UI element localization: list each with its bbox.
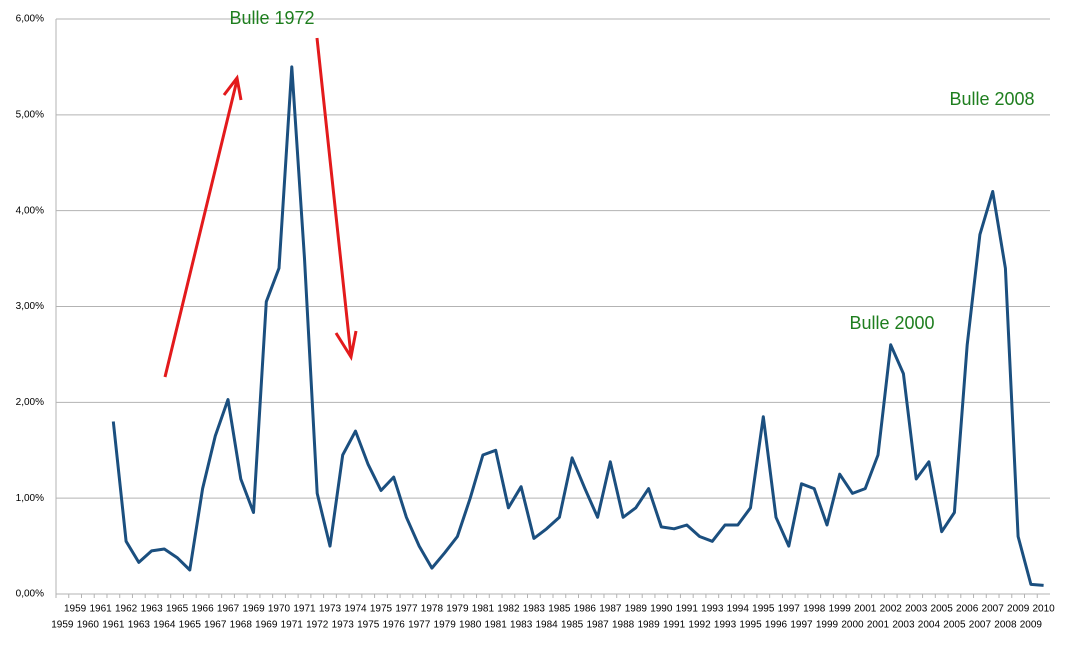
x-tick-label: 1989: [637, 620, 660, 631]
x-tick-label: 2001: [854, 604, 877, 615]
arrow-down: [315, 37, 358, 362]
x-tick-label: 1967: [217, 604, 240, 615]
x-tick-label: 1975: [370, 604, 393, 615]
x-tick-label: 1965: [179, 620, 202, 631]
x-tick-label: 1967: [204, 620, 227, 631]
y-tick-label: 6,00%: [16, 14, 44, 25]
x-tick-label: 1965: [166, 604, 189, 615]
y-tick-label: 2,00%: [16, 397, 44, 408]
x-tick-label: 2005: [943, 620, 966, 631]
arrows: [163, 37, 358, 378]
x-tick-label: 1969: [255, 620, 278, 631]
x-tick-label: 1977: [395, 604, 418, 615]
x-tick-label: 1983: [523, 604, 546, 615]
x-tick-label: 1962: [115, 604, 138, 615]
x-tick-label: 1997: [778, 604, 801, 615]
x-tick-label: 1983: [510, 620, 533, 631]
x-tick-label: 1996: [765, 620, 788, 631]
x-tick-label: 1974: [344, 604, 367, 615]
x-tick-label: 1963: [140, 604, 163, 615]
x-tick-label: 1975: [357, 620, 380, 631]
annotation: Bulle 1972: [229, 8, 314, 28]
x-tick-label: 1964: [153, 620, 176, 631]
x-tick-label: 1971: [281, 620, 304, 631]
x-tick-label: 1986: [574, 604, 597, 615]
x-tick-label: 1997: [790, 620, 813, 631]
y-tick-label: 3,00%: [16, 301, 44, 312]
x-tick-label: 2009: [1007, 604, 1030, 615]
line-series: [111, 65, 1044, 587]
x-tick-label: 2010: [1033, 604, 1056, 615]
x-tick-label: 2001: [867, 620, 890, 631]
x-tick-label: 1999: [829, 604, 852, 615]
x-tick-label: 1979: [446, 604, 469, 615]
x-tick-label: 1959: [51, 620, 74, 631]
x-tick-label: 1993: [714, 620, 737, 631]
x-tick-label: 1981: [472, 604, 495, 615]
x-tick-label: 1990: [650, 604, 673, 615]
x-tick-label: 1987: [586, 620, 609, 631]
x-tick-label: 1971: [293, 604, 316, 615]
x-tick-label: 1984: [536, 620, 559, 631]
x-tick-label: 1968: [230, 620, 253, 631]
y-tick-label: 5,00%: [16, 109, 44, 120]
x-tick-label: 1970: [268, 604, 291, 615]
x-tick-label: 2008: [994, 620, 1017, 631]
x-tick-label: 1985: [561, 620, 584, 631]
x-tick-label: 1960: [77, 620, 100, 631]
x-tick-label: 1982: [497, 604, 520, 615]
x-tick-label: 2005: [931, 604, 954, 615]
x-tick-label: 1978: [421, 604, 444, 615]
x-tick-label: 1988: [612, 620, 635, 631]
y-tick-label: 0,00%: [16, 589, 44, 600]
arrow-up: [163, 74, 243, 378]
x-tick-label: 1994: [727, 604, 750, 615]
x-tick-label: 1999: [816, 620, 839, 631]
x-tick-label: 1966: [191, 604, 214, 615]
x-tick-label: 1977: [408, 620, 431, 631]
x-tick-label: 2007: [969, 620, 992, 631]
x-tick-label: 2004: [918, 620, 941, 631]
x-tick-label: 1998: [803, 604, 826, 615]
x-tick-label: 1995: [752, 604, 775, 615]
x-tick-label: 1961: [102, 620, 125, 631]
x-tick-label: 1991: [676, 604, 699, 615]
x-tick-label: 1987: [599, 604, 622, 615]
annotation: Bulle 2008: [949, 89, 1034, 109]
x-tick-label: 1991: [663, 620, 686, 631]
x-tick-label: 1972: [306, 620, 329, 631]
x-tick-label: 2006: [956, 604, 979, 615]
x-tick-label: 2000: [841, 620, 864, 631]
annotation: Bulle 2000: [849, 313, 934, 333]
x-tick-label: 2003: [905, 604, 928, 615]
x-tick-label: 1973: [332, 620, 355, 631]
x-tick-label: 1961: [89, 604, 112, 615]
x-tick-label: 2009: [1020, 620, 1043, 631]
y-tick-label: 4,00%: [16, 205, 44, 216]
x-tick-label: 1995: [739, 620, 762, 631]
x-tick-label: 1959: [64, 604, 87, 615]
x-tick-label: 1976: [383, 620, 406, 631]
x-tick-label: 2002: [880, 604, 903, 615]
x-tick-label: 2007: [982, 604, 1005, 615]
x-tick-label: 1963: [128, 620, 151, 631]
x-tick-label: 2003: [892, 620, 915, 631]
x-tick-label: 1985: [548, 604, 571, 615]
x-tick-label: 1979: [434, 620, 457, 631]
x-tick-label: 1973: [319, 604, 342, 615]
x-tick-label: 1981: [485, 620, 508, 631]
x-tick-label: 1969: [242, 604, 265, 615]
y-tick-label: 1,00%: [16, 493, 44, 504]
x-tick-label: 1989: [625, 604, 648, 615]
plot: 0,00%1,00%2,00%3,00%4,00%5,00%6,00%19591…: [16, 8, 1056, 631]
x-tick-label: 1993: [701, 604, 724, 615]
x-tick-label: 1992: [688, 620, 711, 631]
x-tick-label: 1980: [459, 620, 482, 631]
